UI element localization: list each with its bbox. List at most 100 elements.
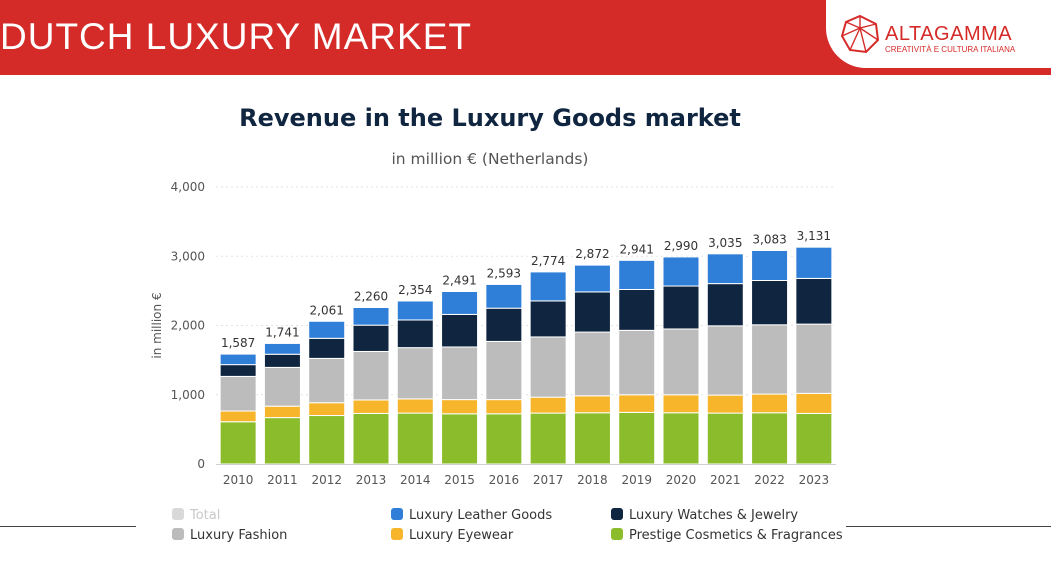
- bar-cosmetics[interactable]: [308, 415, 346, 465]
- bar-cosmetics[interactable]: [706, 412, 744, 465]
- data-labels: 1,587 1,741 2,061 2,260 2,354 2,491 2,593 2,774…: [221, 229, 831, 350]
- bar-cosmetics[interactable]: [751, 412, 789, 465]
- bar-watches[interactable]: [529, 300, 567, 338]
- bar-fashion[interactable]: [706, 325, 744, 396]
- bar-fashion[interactable]: [485, 340, 523, 401]
- bar-leather[interactable]: [662, 256, 700, 287]
- legend-item-eyewear[interactable]: Luxury Eyewear: [391, 528, 513, 546]
- bar-eyewear[interactable]: [573, 395, 611, 414]
- x-tick-label: 2018: [577, 473, 608, 487]
- bar-fashion[interactable]: [263, 366, 301, 407]
- legend-label: Luxury Leather Goods: [409, 508, 553, 523]
- bar-cosmetics[interactable]: [441, 413, 479, 465]
- bar-watches[interactable]: [795, 277, 833, 325]
- bar-eyewear[interactable]: [618, 394, 656, 413]
- legend-item-total[interactable]: Total: [172, 508, 220, 526]
- total-label: 2,593: [487, 266, 521, 280]
- bar-cosmetics[interactable]: [529, 412, 567, 465]
- bar-watches[interactable]: [751, 279, 789, 326]
- bar-eyewear[interactable]: [352, 399, 390, 414]
- bar-watches[interactable]: [485, 307, 523, 342]
- bar-watches[interactable]: [396, 319, 434, 349]
- bar-leather[interactable]: [396, 300, 434, 321]
- bar-watches[interactable]: [352, 324, 390, 352]
- bar-watches[interactable]: [662, 285, 700, 330]
- bar-fashion[interactable]: [573, 331, 611, 397]
- bar-eyewear[interactable]: [441, 399, 479, 415]
- bar-eyewear[interactable]: [219, 410, 257, 423]
- bar-fashion[interactable]: [308, 357, 346, 404]
- bar-leather[interactable]: [795, 246, 833, 279]
- bar-leather[interactable]: [529, 271, 567, 302]
- bar-stack-2017: [529, 271, 567, 465]
- bar-fashion[interactable]: [662, 328, 700, 396]
- legend-swatch: [172, 508, 184, 520]
- bar-eyewear[interactable]: [529, 396, 567, 414]
- bar-cosmetics[interactable]: [352, 412, 390, 465]
- bar-cosmetics[interactable]: [263, 417, 301, 465]
- bar-eyewear[interactable]: [263, 405, 301, 419]
- bar-cosmetics[interactable]: [396, 412, 434, 465]
- x-tick-label: 2020: [666, 473, 697, 487]
- bar-leather[interactable]: [308, 320, 346, 339]
- axes: 0 1,000 2,000 3,000 4,000 in million € 2010 201…: [150, 180, 836, 487]
- y-tick-label: 2,000: [171, 319, 205, 333]
- bar-cosmetics[interactable]: [485, 413, 523, 465]
- bar-eyewear[interactable]: [662, 394, 700, 414]
- bar-leather[interactable]: [706, 253, 744, 285]
- bar-leather[interactable]: [573, 264, 611, 293]
- bar-stack-2013: [352, 306, 390, 465]
- bar-fashion[interactable]: [795, 323, 833, 394]
- bar-cosmetics[interactable]: [573, 412, 611, 465]
- bar-cosmetics[interactable]: [618, 411, 656, 465]
- bar-eyewear[interactable]: [396, 398, 434, 414]
- bar-leather[interactable]: [441, 290, 479, 315]
- bar-watches[interactable]: [263, 353, 301, 368]
- bar-fashion[interactable]: [618, 329, 656, 396]
- bar-fashion[interactable]: [529, 336, 567, 398]
- legend-swatch: [391, 508, 403, 520]
- bar-cosmetics[interactable]: [795, 412, 833, 465]
- total-label: 2,941: [620, 242, 654, 256]
- bar-leather[interactable]: [751, 250, 789, 281]
- bar-fashion[interactable]: [219, 375, 257, 412]
- bar-eyewear[interactable]: [751, 393, 789, 414]
- y-tick-label: 0: [197, 457, 205, 471]
- x-tick-label: 2016: [489, 473, 520, 487]
- bar-watches[interactable]: [573, 291, 611, 333]
- legend-item-cosmetics[interactable]: Prestige Cosmetics & Fragrances: [611, 528, 843, 546]
- bar-stack-2016: [485, 283, 523, 465]
- bar-watches[interactable]: [706, 283, 744, 327]
- legend-item-fashion[interactable]: Luxury Fashion: [172, 528, 287, 546]
- bar-watches[interactable]: [441, 313, 479, 348]
- bar-eyewear[interactable]: [706, 394, 744, 414]
- y-axis-title: in million €: [150, 292, 164, 358]
- page-title: DUTCH LUXURY MARKET: [0, 16, 472, 57]
- bar-watches[interactable]: [308, 337, 346, 359]
- y-tick-label: 1,000: [171, 388, 205, 402]
- bar-leather[interactable]: [219, 353, 257, 366]
- bar-cosmetics[interactable]: [662, 412, 700, 465]
- bar-fashion[interactable]: [751, 324, 789, 395]
- bar-leather[interactable]: [485, 283, 523, 309]
- bar-leather[interactable]: [618, 259, 656, 290]
- x-tick-label: 2014: [400, 473, 431, 487]
- bar-watches[interactable]: [618, 288, 656, 331]
- bar-eyewear[interactable]: [795, 392, 833, 414]
- bar-watches[interactable]: [219, 364, 257, 377]
- bar-cosmetics[interactable]: [219, 421, 257, 465]
- total-label: 1,587: [221, 336, 255, 350]
- bar-eyewear[interactable]: [485, 399, 523, 415]
- total-label: 3,083: [752, 233, 786, 247]
- bar-stacks: [219, 246, 833, 465]
- bar-leather[interactable]: [263, 342, 301, 355]
- bar-fashion[interactable]: [441, 346, 479, 401]
- bar-fashion[interactable]: [396, 347, 434, 400]
- bar-fashion[interactable]: [352, 350, 390, 401]
- bar-stack-2015: [441, 290, 479, 465]
- bar-eyewear[interactable]: [308, 402, 346, 417]
- legend-item-leather[interactable]: Luxury Leather Goods: [391, 508, 552, 526]
- legend-item-watches[interactable]: Luxury Watches & Jewelry: [611, 508, 798, 526]
- bar-leather[interactable]: [352, 306, 390, 326]
